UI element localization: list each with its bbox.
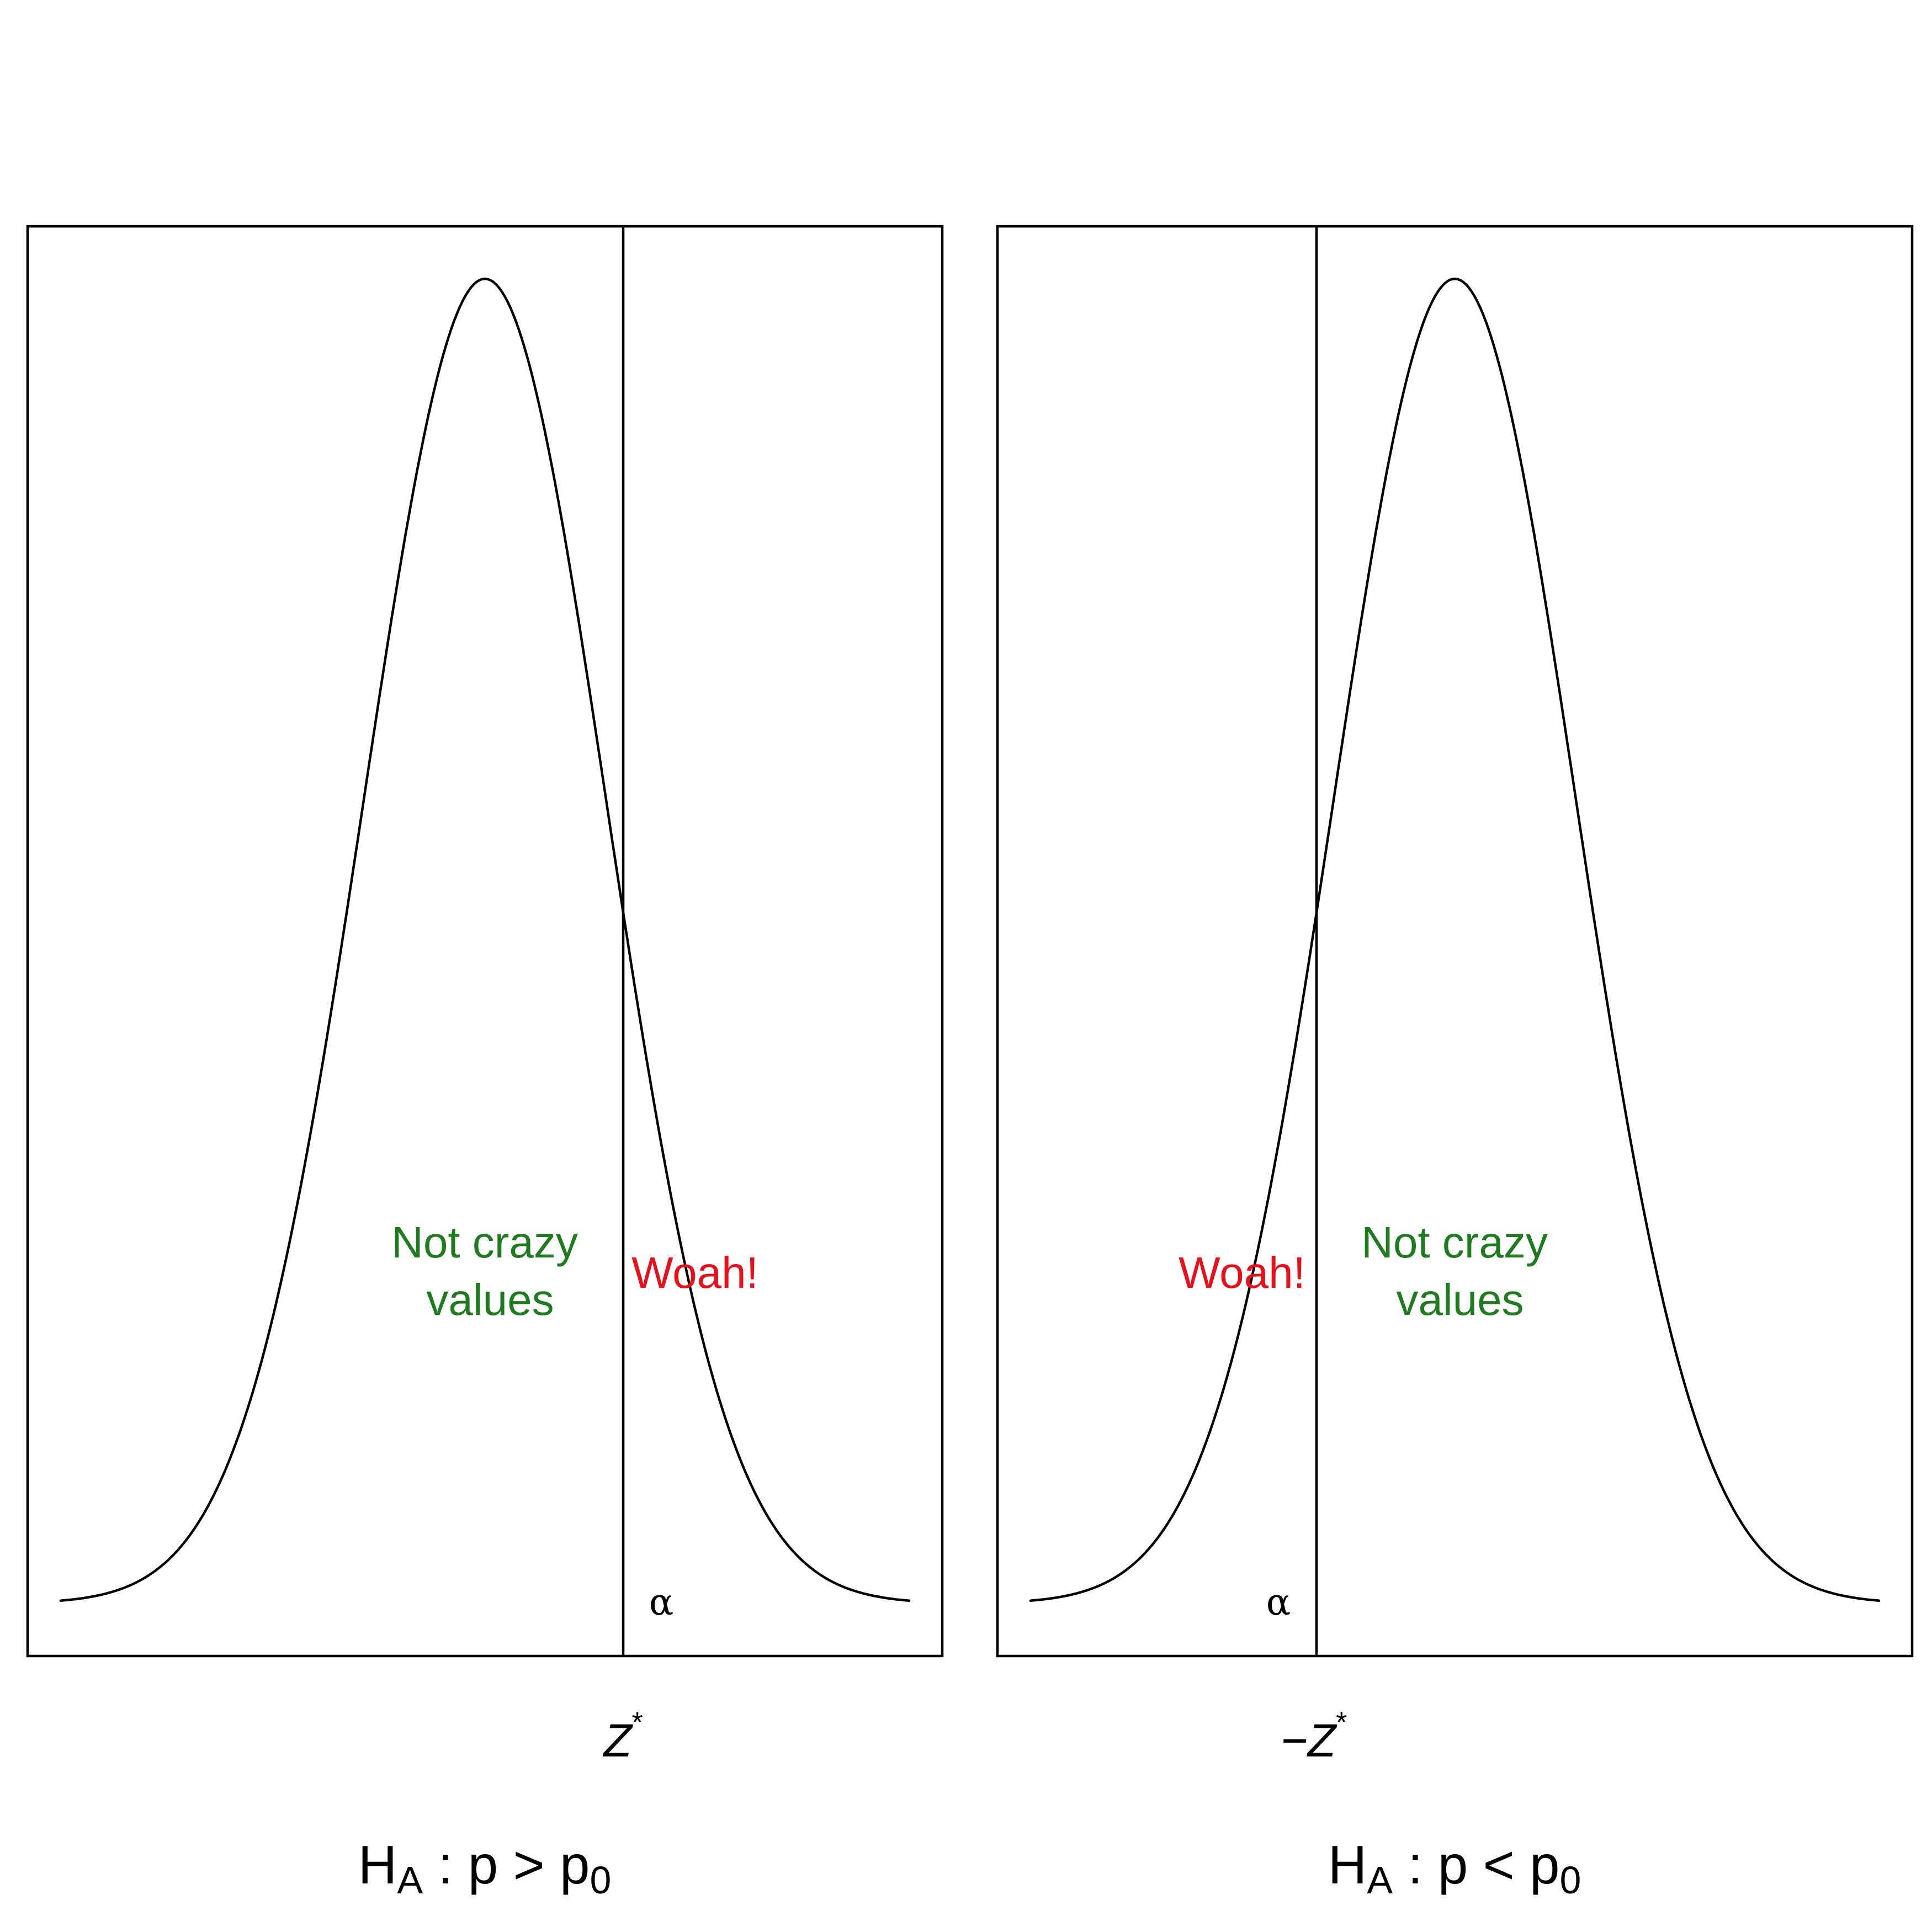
left-tailed-panel: Not crazy values Woah! α −Z* HA : p < p0	[996, 225, 1914, 1902]
z-star-superscript: *	[632, 1707, 643, 1739]
hypothesis-subscript-a: A	[1367, 1859, 1393, 1902]
hypothesis-subscript-a: A	[397, 1859, 423, 1902]
neg-z-star-main: −Z	[1281, 1715, 1337, 1766]
values-label-right: values	[1396, 1275, 1524, 1324]
hypothesis-h: H	[358, 1834, 397, 1895]
panel-frame-left	[26, 225, 944, 1658]
values-label-left: values	[426, 1275, 554, 1324]
neg-z-star-superscript: *	[1336, 1707, 1347, 1739]
z-star-main: Z	[602, 1715, 633, 1766]
panel-frame-right	[996, 225, 1914, 1658]
alpha-label-left: α	[649, 1581, 674, 1623]
woah-label-right: Woah!	[1179, 1248, 1305, 1297]
hypothesis-relation: : p > p	[423, 1834, 590, 1895]
woah-label-left: Woah!	[631, 1248, 758, 1297]
hypothesis-h: H	[1328, 1834, 1367, 1895]
normal-curve-left	[59, 277, 911, 1602]
hypothesis-subscript-0: 0	[1559, 1859, 1581, 1902]
not-crazy-label-right: Not crazy	[1361, 1218, 1548, 1267]
alpha-label-right: α	[1266, 1581, 1291, 1623]
hypothesis-subscript-0: 0	[590, 1859, 611, 1902]
alternative-hypothesis-left: HA : p > p0	[358, 1834, 612, 1902]
critical-value-label-left: Z*	[602, 1707, 643, 1766]
critical-value-label-right: −Z*	[1281, 1707, 1347, 1766]
hypothesis-relation: : p < p	[1393, 1834, 1559, 1895]
normal-curve-right	[1029, 277, 1881, 1602]
alternative-hypothesis-right: HA : p < p0	[1328, 1834, 1581, 1902]
right-tailed-panel: Not crazy values Woah! α Z* HA : p > p0	[26, 225, 944, 1902]
not-crazy-label-left: Not crazy	[391, 1218, 578, 1267]
